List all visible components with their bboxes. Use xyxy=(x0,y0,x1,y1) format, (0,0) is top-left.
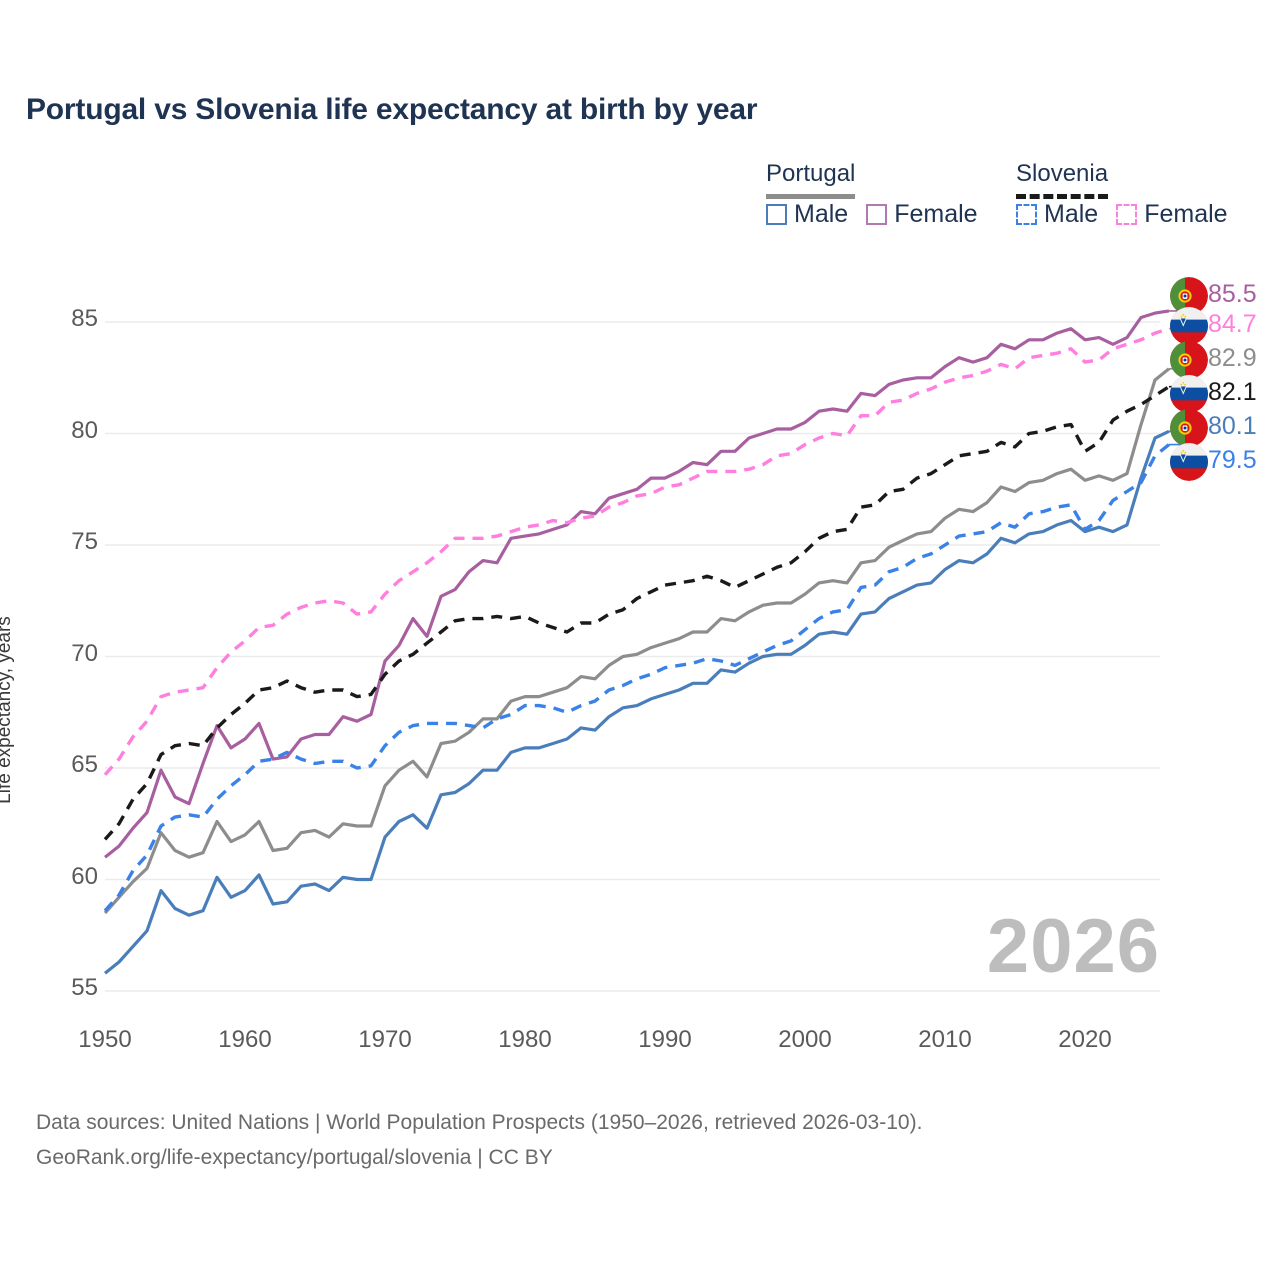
end-value-label: 82.9 xyxy=(1208,344,1257,372)
x-axis-tick-label: 1950 xyxy=(78,1026,132,1053)
legend-rule-portugal xyxy=(766,194,856,199)
legend-item-slovenia-female[interactable]: Female xyxy=(1116,200,1228,229)
portugal-flag-icon xyxy=(1170,341,1208,379)
legend-item-portugal-female[interactable]: Female xyxy=(866,200,978,229)
y-axis-tick-label: 75 xyxy=(71,528,98,555)
legend-items-slovenia: Male Female xyxy=(1016,200,1228,229)
end-value-label: 79.5 xyxy=(1208,446,1257,474)
legend-item-slovenia-male[interactable]: Male xyxy=(1016,200,1098,229)
series-line xyxy=(104,309,1170,859)
portugal-flag-icon xyxy=(1170,277,1208,315)
series-line xyxy=(103,327,1170,776)
slovenia-flag-icon xyxy=(1170,375,1208,413)
x-axis-tick-label: 2000 xyxy=(778,1026,832,1053)
legend-label: Male xyxy=(1044,200,1099,228)
legend-items-portugal: Male Female xyxy=(766,200,978,229)
y-axis-tick-label: 55 xyxy=(71,974,98,1001)
y-axis-tick-label: 85 xyxy=(71,305,98,332)
portugal-flag-icon xyxy=(1170,409,1208,447)
year-watermark: 2026 xyxy=(986,904,1160,989)
footer-line-2: GeoRank.org/life-expectancy/portugal/slo… xyxy=(36,1145,553,1169)
footer-line-1: Data sources: United Nations | World Pop… xyxy=(36,1111,923,1134)
series-line xyxy=(103,367,1170,915)
legend-group-portugal: Portugal Male Female xyxy=(766,160,978,228)
legend-label: Male xyxy=(794,200,849,228)
legend-country-portugal: Portugal xyxy=(766,160,856,187)
y-axis-label: Life expectancy, years xyxy=(0,616,15,804)
x-axis-tick-label: 1960 xyxy=(218,1026,272,1053)
end-value-label: 80.1 xyxy=(1208,412,1257,440)
slovenia-flag-icon xyxy=(1170,443,1208,481)
line-chart xyxy=(103,295,1197,992)
footer: Data sources: United Nations | World Pop… xyxy=(36,1106,922,1175)
end-value-label: 82.1 xyxy=(1208,378,1257,406)
x-axis-tick-label: 1980 xyxy=(498,1026,552,1053)
x-axis-tick-label: 1990 xyxy=(638,1026,692,1053)
legend: Portugal Male Female Slovenia Male xyxy=(750,160,1260,240)
slovenia-flag-icon xyxy=(1170,307,1208,345)
legend-item-portugal-male[interactable]: Male xyxy=(766,200,848,229)
x-axis-tick-label: 2010 xyxy=(918,1026,972,1053)
series-line xyxy=(103,385,1170,841)
y-axis-tick-label: 80 xyxy=(71,416,98,444)
y-axis-tick-label: 60 xyxy=(71,862,98,890)
legend-rule-slovenia xyxy=(1016,194,1109,199)
x-axis-tick-label: 1970 xyxy=(358,1026,412,1053)
end-value-label: 84.7 xyxy=(1208,310,1257,338)
square-icon xyxy=(1116,204,1138,225)
legend-country-slovenia: Slovenia xyxy=(1016,160,1109,187)
square-icon xyxy=(1016,204,1037,225)
legend-label: Female xyxy=(894,200,978,228)
end-value-label: 85.5 xyxy=(1208,280,1257,308)
y-axis-tick-label: 65 xyxy=(71,751,98,778)
square-icon xyxy=(866,204,888,225)
legend-label: Female xyxy=(1144,200,1228,228)
legend-group-slovenia: Slovenia Male Female xyxy=(1016,160,1228,228)
x-axis-tick-label: 2020 xyxy=(1058,1026,1112,1053)
page-title: Portugal vs Slovenia life expectancy at … xyxy=(26,93,758,126)
series-line xyxy=(104,429,1170,975)
square-icon xyxy=(766,204,787,225)
series-line xyxy=(103,443,1171,912)
y-axis-tick-label: 70 xyxy=(71,639,98,667)
